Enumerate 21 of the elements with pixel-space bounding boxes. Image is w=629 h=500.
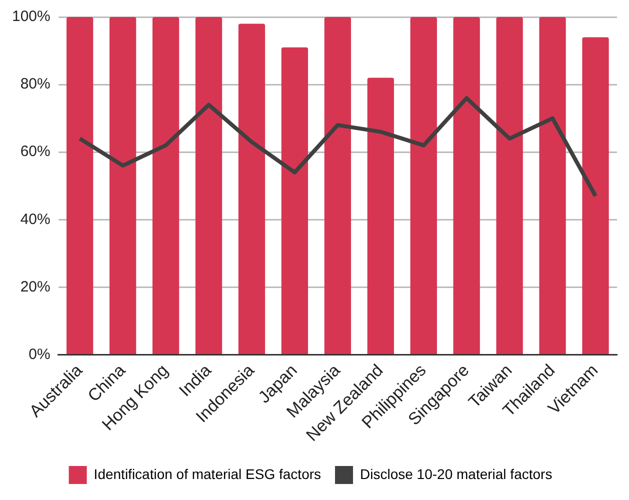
- bar: [66, 17, 94, 354]
- bar: [539, 17, 566, 354]
- bar: [582, 37, 609, 354]
- y-tick-label: 100%: [12, 8, 50, 26]
- bar: [410, 17, 437, 354]
- bar: [367, 78, 394, 354]
- bar: [238, 24, 266, 354]
- bar: [195, 17, 222, 354]
- y-tick-label: 20%: [20, 278, 50, 296]
- bar: [152, 17, 180, 354]
- bar: [496, 17, 523, 354]
- y-tick-label: 60%: [20, 143, 50, 160]
- bar: [453, 17, 480, 354]
- y-tick-label: 0%: [28, 346, 50, 363]
- bar: [324, 17, 352, 354]
- bar: [281, 47, 308, 354]
- y-tick-label: 80%: [20, 76, 50, 93]
- bar: [110, 17, 136, 354]
- legend-label: Identification of material ESG factors: [94, 466, 322, 482]
- y-tick-label: 40%: [20, 210, 50, 228]
- legend-label: Disclose 10-20 material factors: [360, 466, 552, 482]
